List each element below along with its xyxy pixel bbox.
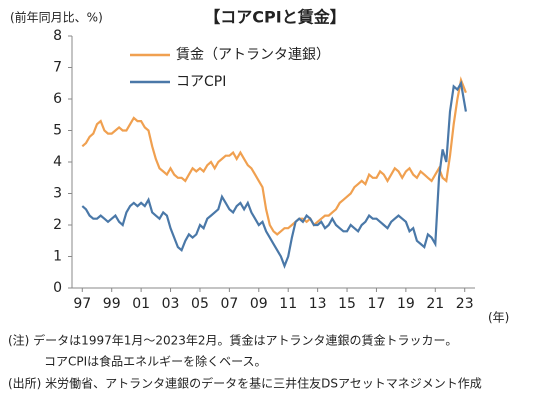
x-tick-label: 03	[162, 296, 180, 312]
x-tick-label: 05	[191, 296, 209, 312]
note: (出所) 米労働省、アトランタ連銀のデータを基に三井住友DSアセットマネジメント…	[8, 376, 482, 391]
y-tick-label: 0	[53, 280, 62, 296]
x-tick-label: 99	[103, 296, 121, 312]
x-axis-label: (年)	[488, 311, 509, 325]
chart-title: 【コアCPIと賃金】	[204, 8, 345, 27]
note: (注) データは1997年1月～2023年2月。賃金はアトランタ連銀の賃金トラッ…	[8, 333, 457, 348]
y-tick-label: 5	[53, 123, 62, 139]
legend-label: 賃金（アトランタ連銀）	[176, 47, 330, 63]
y-tick-label: 2	[53, 217, 62, 233]
x-tick-label: 21	[426, 296, 444, 312]
y-tick-label: 8	[53, 28, 62, 44]
y-tick-label: 3	[53, 186, 62, 202]
y-axis-label: (前年同月比、%)	[10, 10, 103, 25]
x-tick-label: 07	[220, 296, 238, 312]
x-tick-label: 17	[368, 296, 386, 312]
x-tick-label: 11	[279, 296, 297, 312]
x-tick-label: 15	[338, 296, 356, 312]
x-tick-label: 13	[309, 296, 327, 312]
series-line	[81, 76, 467, 236]
x-tick-label: 09	[250, 296, 268, 312]
y-tick-label: 7	[53, 60, 62, 76]
x-tick-label: 19	[397, 296, 415, 312]
series-line	[81, 80, 467, 269]
legend-label: コアCPI	[176, 74, 226, 90]
y-tick-label: 6	[53, 91, 62, 107]
y-tick-label: 1	[53, 249, 62, 265]
y-tick-label: 4	[53, 154, 62, 170]
x-tick-label: 23	[456, 296, 474, 312]
note: コアCPIは食品エネルギーを除くベース。	[44, 354, 267, 369]
x-tick-label: 97	[73, 296, 91, 312]
x-tick-label: 01	[132, 296, 150, 312]
